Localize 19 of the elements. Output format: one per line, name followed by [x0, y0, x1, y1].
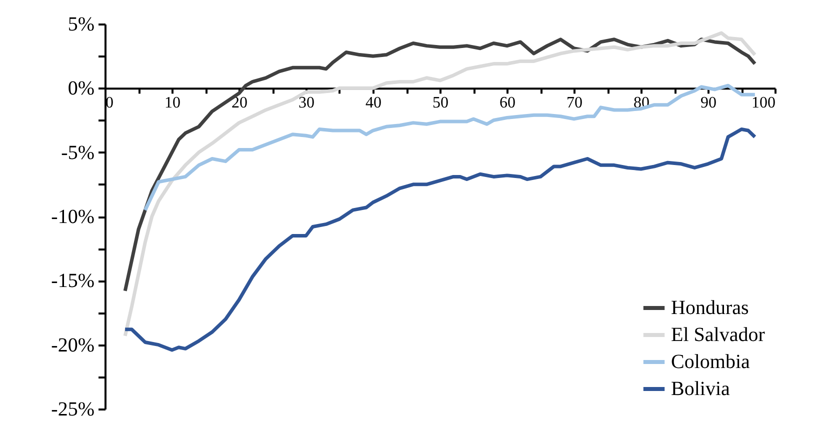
legend-label: El Salvador [671, 324, 766, 346]
y-tick-label: -20% [51, 334, 94, 356]
y-tick-label: 5% [68, 14, 94, 36]
x-tick-label: 10 [164, 94, 180, 112]
legend-label: Honduras [671, 297, 749, 319]
x-tick-label: 50 [432, 94, 448, 112]
x-tick-label: 90 [700, 94, 716, 112]
legend-label: Bolivia [671, 378, 730, 400]
y-tick-label: -5% [61, 142, 94, 164]
y-tick-label: -10% [51, 206, 94, 228]
x-tick-label: 30 [298, 94, 314, 112]
x-tick-label: 60 [500, 94, 516, 112]
legend-label: Colombia [671, 351, 750, 373]
x-tick-label: 40 [366, 94, 382, 112]
y-tick-label: -15% [51, 270, 94, 292]
x-tick-label: 100 [752, 94, 776, 112]
y-tick-label: -25% [51, 398, 94, 420]
y-tick-label: 0% [68, 78, 94, 100]
x-tick-label: 70 [566, 94, 582, 112]
